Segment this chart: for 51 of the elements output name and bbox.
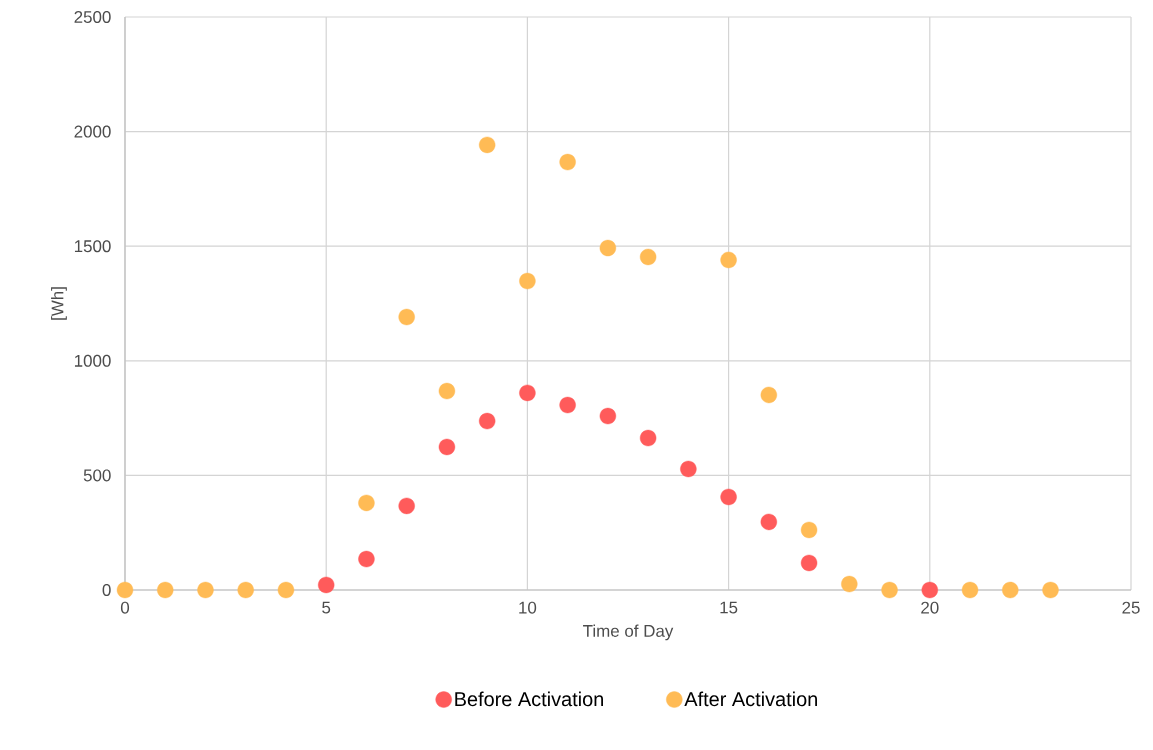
point — [961, 581, 979, 599]
x-tick-label: 5 — [322, 601, 331, 614]
point — [358, 494, 375, 512]
point — [599, 407, 617, 425]
x-tick-label: 20 — [921, 601, 939, 614]
point — [157, 581, 174, 599]
point — [318, 576, 335, 594]
legend-label: After Activation — [684, 691, 817, 707]
x-tick-label: 0 — [120, 601, 130, 614]
y-tick-label: 0 — [102, 584, 111, 596]
x-tick-label: 10 — [519, 601, 537, 614]
y-tick-label: 1500 — [74, 240, 111, 253]
point — [398, 497, 415, 515]
point — [197, 581, 214, 599]
point — [639, 248, 657, 266]
point — [237, 581, 254, 599]
point — [760, 386, 778, 404]
y-tick-label: 1000 — [74, 354, 111, 367]
point — [478, 136, 496, 154]
y-axis-title: [Wh] — [51, 287, 67, 320]
point — [277, 581, 295, 599]
point — [358, 550, 375, 568]
point — [921, 581, 938, 599]
point — [519, 384, 536, 402]
point — [599, 239, 617, 257]
x-tick-label: 15 — [720, 601, 738, 614]
point — [881, 581, 898, 599]
x-axis-title: Time of Day — [583, 624, 674, 641]
point — [478, 412, 496, 430]
legend-label: Before Activation — [455, 691, 603, 707]
y-tick-label: 2000 — [74, 125, 111, 138]
y-tick-label: 500 — [83, 469, 111, 482]
point — [639, 429, 657, 447]
point — [800, 554, 818, 572]
point — [398, 308, 415, 326]
point — [559, 396, 576, 414]
point — [559, 153, 576, 171]
point — [720, 251, 737, 269]
point — [680, 460, 697, 478]
point — [1042, 581, 1059, 599]
point — [760, 513, 778, 531]
y-tick-label: 2500 — [74, 11, 111, 23]
point — [116, 581, 134, 599]
point — [720, 488, 737, 506]
point — [519, 272, 536, 290]
point — [438, 382, 456, 400]
point — [1002, 581, 1019, 599]
point — [800, 521, 818, 539]
x-tick-label: 25 — [1122, 601, 1140, 614]
point — [438, 438, 456, 456]
point — [841, 575, 858, 593]
